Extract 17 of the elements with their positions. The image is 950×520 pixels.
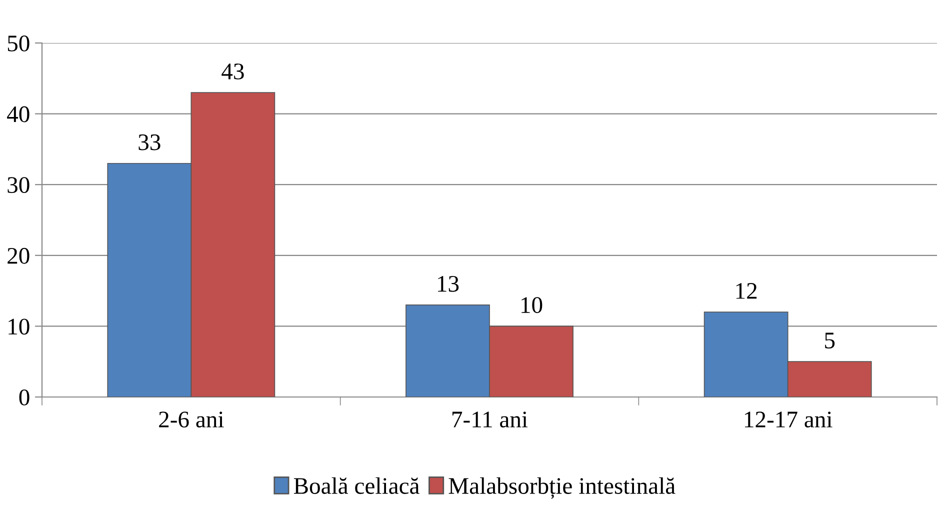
data-label: 5	[825, 332, 835, 348]
data-label: 43	[222, 64, 244, 80]
data-label: 13	[438, 276, 459, 292]
x-tick-label: 2-6 ani	[159, 412, 224, 428]
data-label: 33	[138, 134, 160, 150]
y-tick-label: 20	[8, 248, 30, 264]
legend-label: Malabsorbție intestinală	[448, 477, 676, 499]
y-tick-label: 40	[7, 106, 30, 122]
legend-label: Boală celiacă	[294, 477, 420, 494]
y-tick-label: 30	[8, 177, 30, 194]
y-tick-label: 50	[8, 35, 30, 52]
data-label: 12	[736, 283, 757, 299]
y-tick-label: 10	[8, 318, 30, 335]
x-tick-label: 7-11 ani	[452, 412, 528, 428]
y-tick-label: 0	[19, 389, 30, 406]
x-tick-label: 12-17 ani	[744, 412, 832, 428]
data-label: 10	[522, 297, 542, 314]
